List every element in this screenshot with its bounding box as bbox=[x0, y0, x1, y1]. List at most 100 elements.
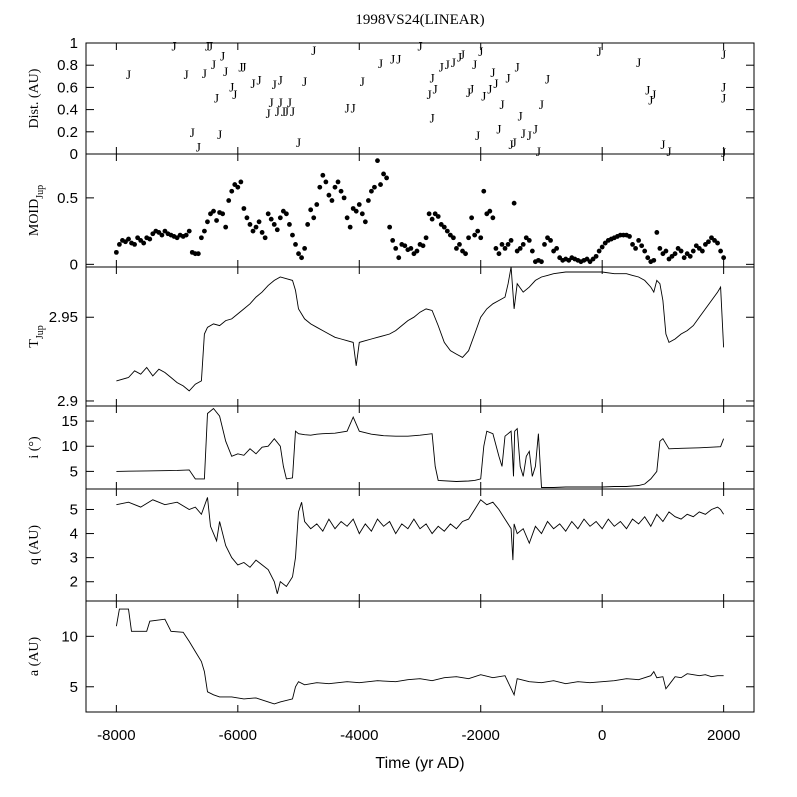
j-marker: J bbox=[466, 85, 471, 100]
data-point bbox=[365, 198, 371, 203]
data-point bbox=[314, 202, 320, 207]
j-marker: J bbox=[493, 76, 498, 91]
j-marker: J bbox=[126, 67, 131, 82]
j-marker: J bbox=[266, 106, 271, 121]
data-point bbox=[633, 245, 638, 251]
j-marker: J bbox=[211, 57, 216, 72]
j-marker: J bbox=[360, 74, 365, 89]
j-marker: J bbox=[287, 95, 292, 110]
j-marker: J bbox=[721, 47, 726, 62]
j-marker: J bbox=[250, 76, 255, 91]
y-axis-label: q (AU) bbox=[27, 525, 42, 565]
j-marker: J bbox=[445, 57, 450, 72]
data-point bbox=[654, 230, 660, 235]
data-point bbox=[663, 248, 669, 254]
data-point bbox=[320, 172, 326, 178]
data-point bbox=[517, 245, 523, 251]
j-marker: J bbox=[378, 56, 383, 71]
data-point bbox=[302, 245, 308, 251]
data-point bbox=[317, 184, 323, 190]
y-tick-label: 0.4 bbox=[57, 102, 78, 119]
j-marker: J bbox=[666, 144, 671, 159]
j-marker: J bbox=[190, 125, 195, 140]
data-point bbox=[466, 235, 471, 241]
y-tick-label: 0.8 bbox=[57, 57, 78, 74]
x-tick-label: -8000 bbox=[97, 727, 135, 744]
data-point bbox=[596, 248, 602, 254]
y-axis-label: i (°) bbox=[27, 436, 42, 459]
j-marker: J bbox=[660, 137, 665, 152]
data-point bbox=[699, 248, 705, 254]
y-tick-label: 5 bbox=[70, 501, 78, 518]
data-point bbox=[520, 242, 526, 247]
j-marker: J bbox=[721, 79, 726, 94]
data-point bbox=[687, 253, 693, 259]
j-marker: J bbox=[539, 97, 544, 112]
data-point bbox=[344, 215, 350, 221]
data-point bbox=[147, 236, 153, 242]
y-tick-label: 0 bbox=[70, 146, 78, 163]
y-axis-label: TJup bbox=[27, 325, 46, 347]
j-marker: J bbox=[172, 38, 177, 53]
j-marker: J bbox=[433, 82, 438, 97]
data-point bbox=[293, 242, 298, 247]
j-marker: J bbox=[214, 91, 219, 106]
data-point bbox=[627, 234, 632, 239]
data-point bbox=[472, 232, 478, 238]
data-point bbox=[256, 219, 262, 225]
j-marker: J bbox=[257, 73, 262, 88]
data-point bbox=[599, 244, 605, 250]
x-tick-label: 2000 bbox=[707, 727, 740, 744]
data-point bbox=[202, 228, 207, 234]
j-marker: J bbox=[278, 73, 283, 88]
j-marker: J bbox=[196, 139, 201, 154]
panel-q: 2 3 4 5 q (AU) bbox=[27, 488, 755, 602]
j-marker: J bbox=[269, 95, 274, 110]
j-marker: J bbox=[430, 110, 435, 125]
data-point bbox=[487, 208, 493, 214]
j-marker: J bbox=[506, 71, 511, 86]
y-tick-label: 3 bbox=[70, 550, 78, 567]
data-point bbox=[359, 211, 365, 217]
data-point bbox=[338, 188, 344, 194]
y-tick-label: 0.2 bbox=[57, 124, 78, 141]
data-point bbox=[323, 179, 329, 185]
data-point bbox=[223, 224, 229, 230]
y-tick-label: 5 bbox=[70, 679, 78, 696]
data-point bbox=[305, 222, 311, 227]
panel-moid: 0 0.5 MOIDJup bbox=[27, 153, 755, 273]
data-point bbox=[645, 255, 651, 261]
data-point bbox=[681, 255, 687, 261]
y-tick-label: 4 bbox=[70, 526, 78, 543]
data-point bbox=[548, 238, 553, 243]
data-point bbox=[183, 232, 189, 238]
data-point bbox=[284, 211, 289, 217]
y-axis-label: a (AU) bbox=[27, 637, 42, 677]
j-marker: J bbox=[202, 66, 207, 81]
panel-frame bbox=[85, 600, 755, 713]
panel-frame bbox=[85, 266, 755, 407]
data-point bbox=[332, 184, 338, 190]
series-line-q bbox=[116, 497, 724, 594]
data-point bbox=[387, 224, 393, 230]
j-marker: J bbox=[351, 100, 356, 115]
data-point bbox=[441, 224, 447, 230]
data-point bbox=[277, 215, 283, 221]
j-marker: J bbox=[472, 57, 477, 72]
panel-frame bbox=[85, 405, 755, 490]
j-marker: J bbox=[427, 87, 432, 102]
j-marker: J bbox=[490, 65, 495, 80]
data-point bbox=[226, 198, 232, 203]
x-axis-label: Time (yr AD) bbox=[375, 755, 464, 772]
j-marker: J bbox=[636, 55, 641, 70]
y-tick-label: 10 bbox=[61, 438, 78, 455]
j-marker: J bbox=[396, 52, 401, 67]
j-marker: J bbox=[515, 59, 520, 74]
data-point bbox=[426, 211, 432, 217]
j-marker: J bbox=[281, 104, 286, 119]
j-marker: J bbox=[536, 144, 541, 159]
data-point bbox=[463, 251, 468, 257]
j-marker: J bbox=[533, 122, 538, 137]
